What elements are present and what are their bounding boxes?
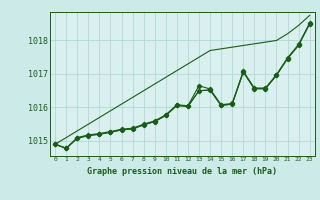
X-axis label: Graphe pression niveau de la mer (hPa): Graphe pression niveau de la mer (hPa) bbox=[87, 167, 277, 176]
